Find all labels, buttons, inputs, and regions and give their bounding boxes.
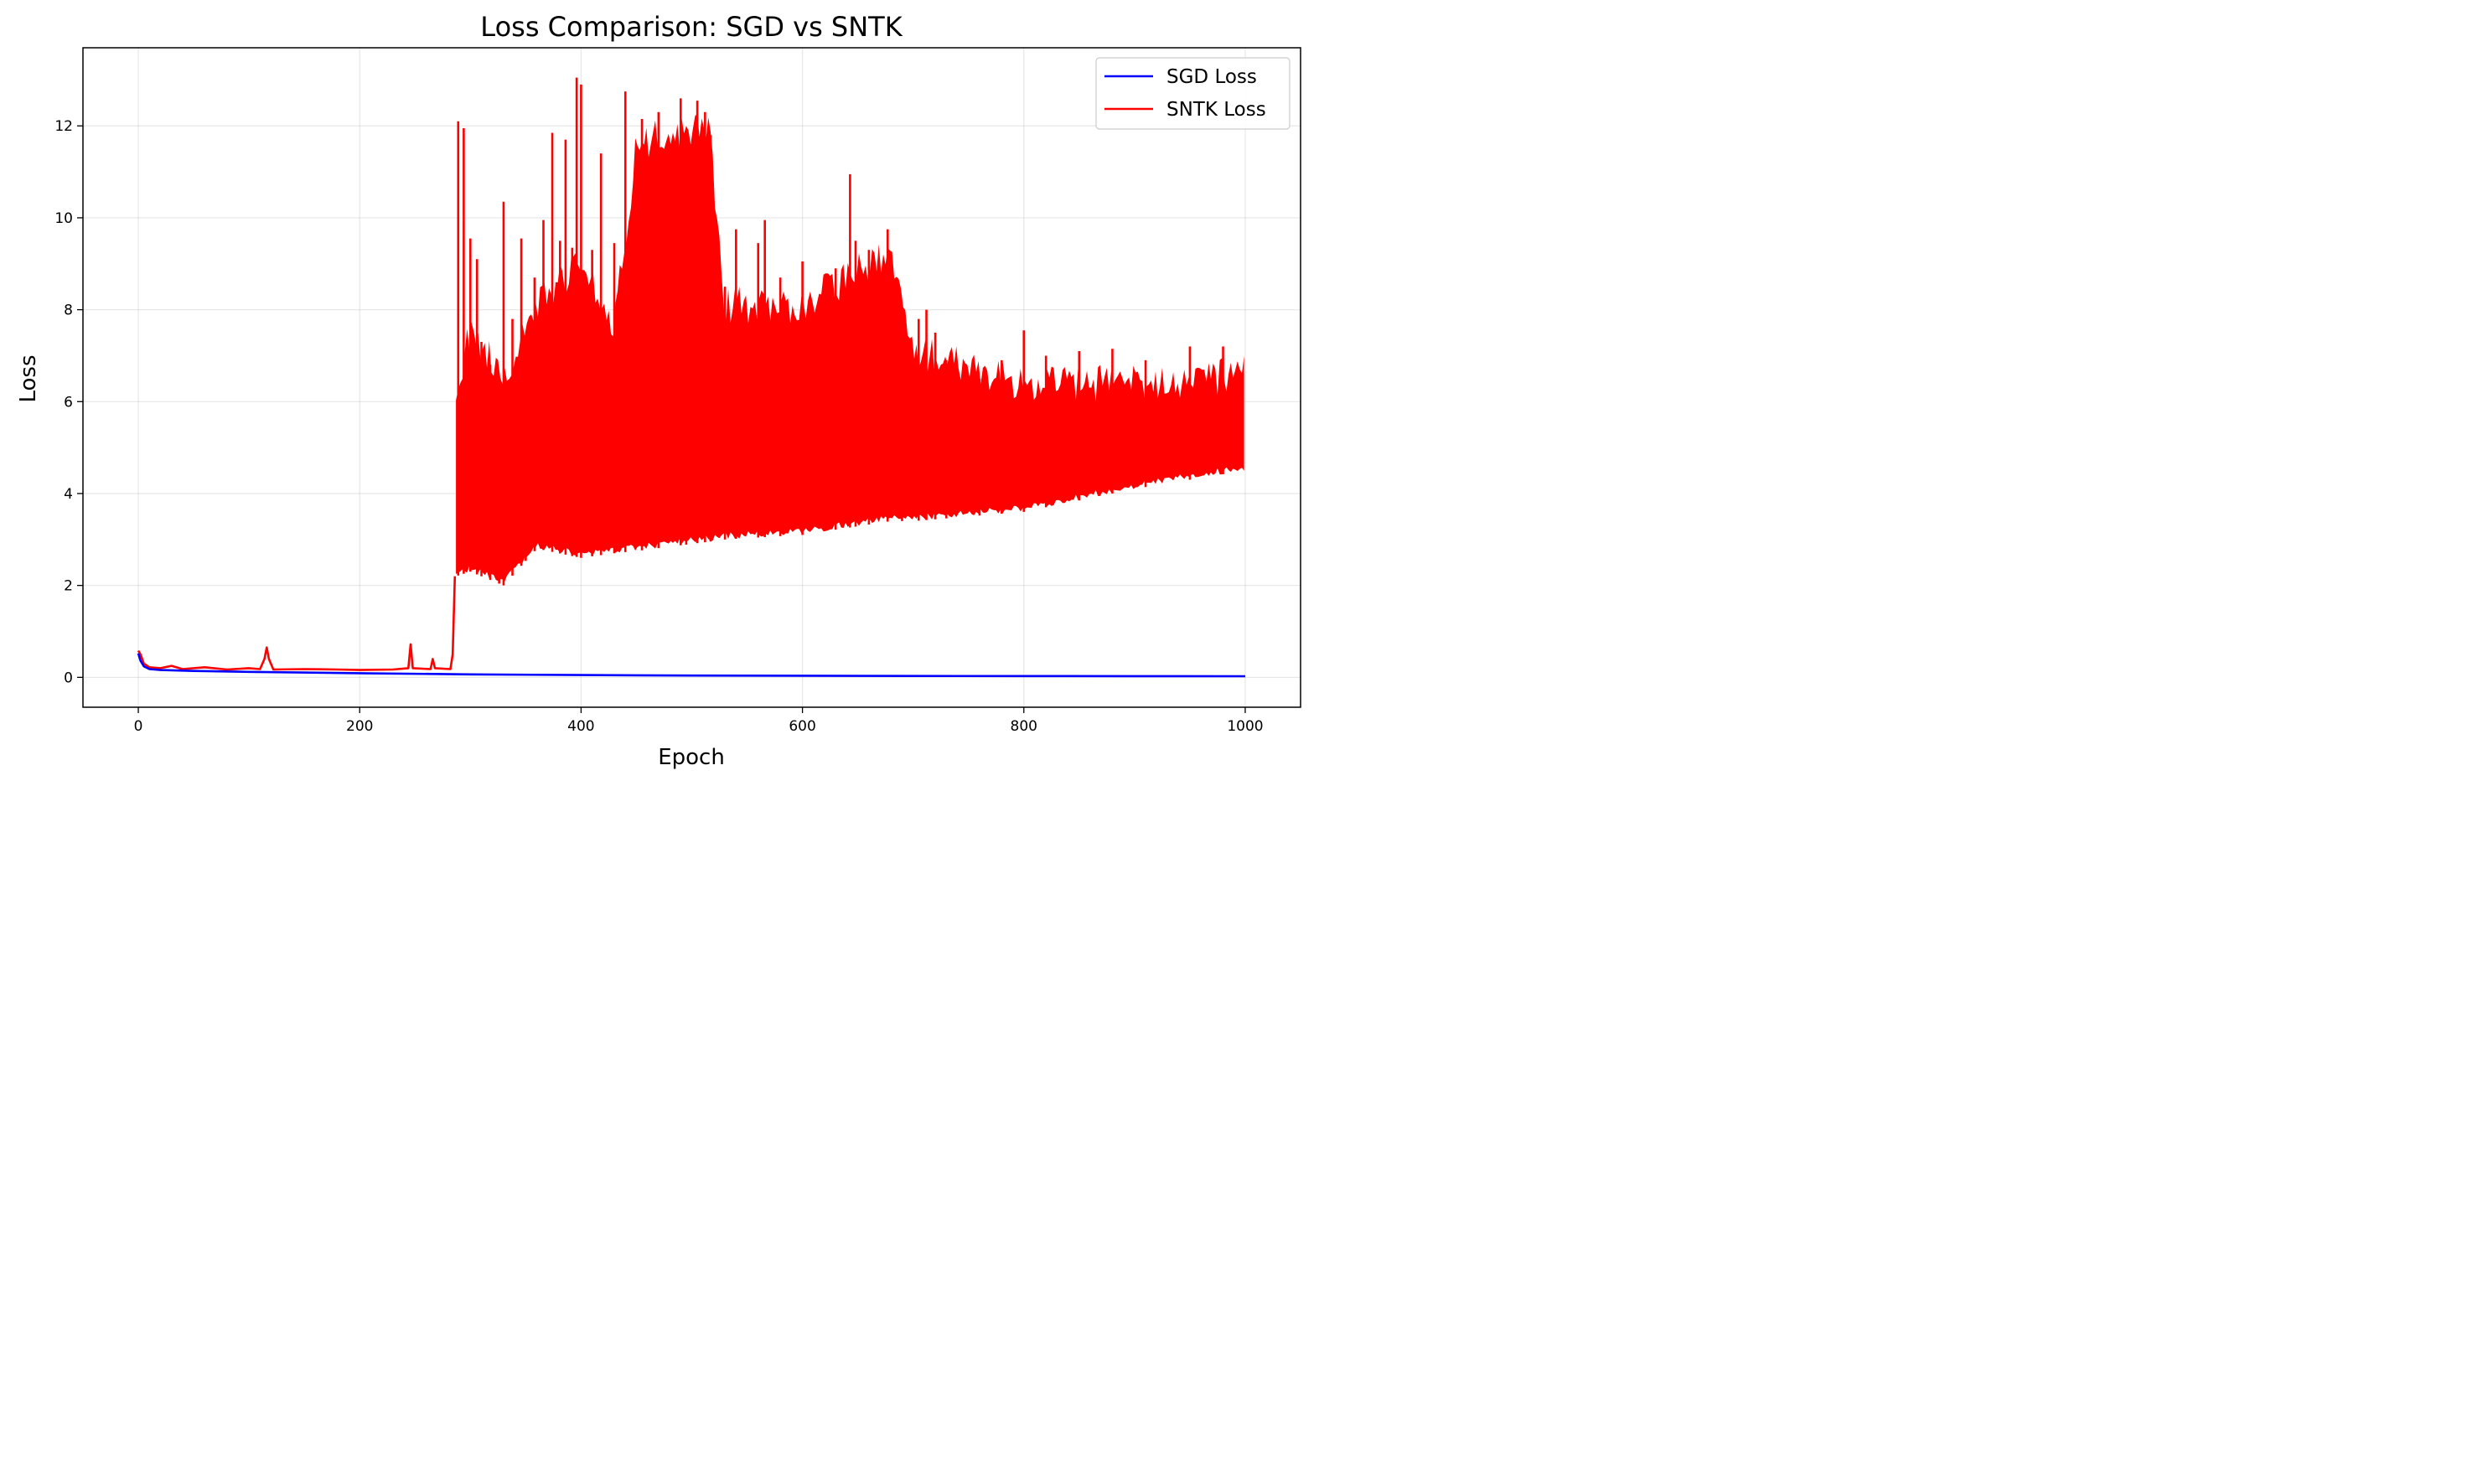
x-tick-label: 600 [789, 718, 815, 735]
x-tick-label: 1000 [1227, 718, 1263, 735]
y-tick-label: 8 [64, 302, 73, 319]
legend-label-sgd: SGD Loss [1166, 66, 1257, 88]
x-axis-ticks: 0 200 400 600 800 1000 [134, 707, 1264, 735]
x-tick-label: 200 [346, 718, 373, 735]
y-axis-ticks: 0 2 4 6 8 10 12 [54, 118, 83, 686]
chart-title: Loss Comparison: SGD vs SNTK [480, 11, 903, 43]
y-tick-label: 0 [64, 670, 73, 686]
x-tick-label: 400 [567, 718, 594, 735]
y-tick-label: 4 [64, 486, 73, 503]
y-tick-label: 2 [64, 578, 73, 595]
legend-label-sntk: SNTK Loss [1166, 99, 1266, 121]
y-axis-label: Loss [16, 354, 41, 402]
legend: SGD Loss SNTK Loss [1095, 57, 1291, 130]
sntk-loss-line [137, 576, 457, 671]
plot-frame [82, 47, 1301, 708]
plot-area [137, 77, 1246, 678]
sntk-loss-spikes [457, 77, 1224, 586]
loss-chart: 0 200 400 600 800 1000 0 2 4 6 8 10 12 Loss Compari… [16, 11, 1301, 770]
y-tick-label: 12 [54, 118, 73, 135]
sgd-loss-line [137, 653, 1246, 678]
x-tick-label: 800 [1011, 718, 1037, 735]
y-tick-label: 6 [64, 394, 73, 411]
y-tick-label: 10 [54, 210, 73, 227]
x-axis-label: Epoch [658, 745, 725, 770]
x-tick-label: 0 [134, 718, 143, 735]
